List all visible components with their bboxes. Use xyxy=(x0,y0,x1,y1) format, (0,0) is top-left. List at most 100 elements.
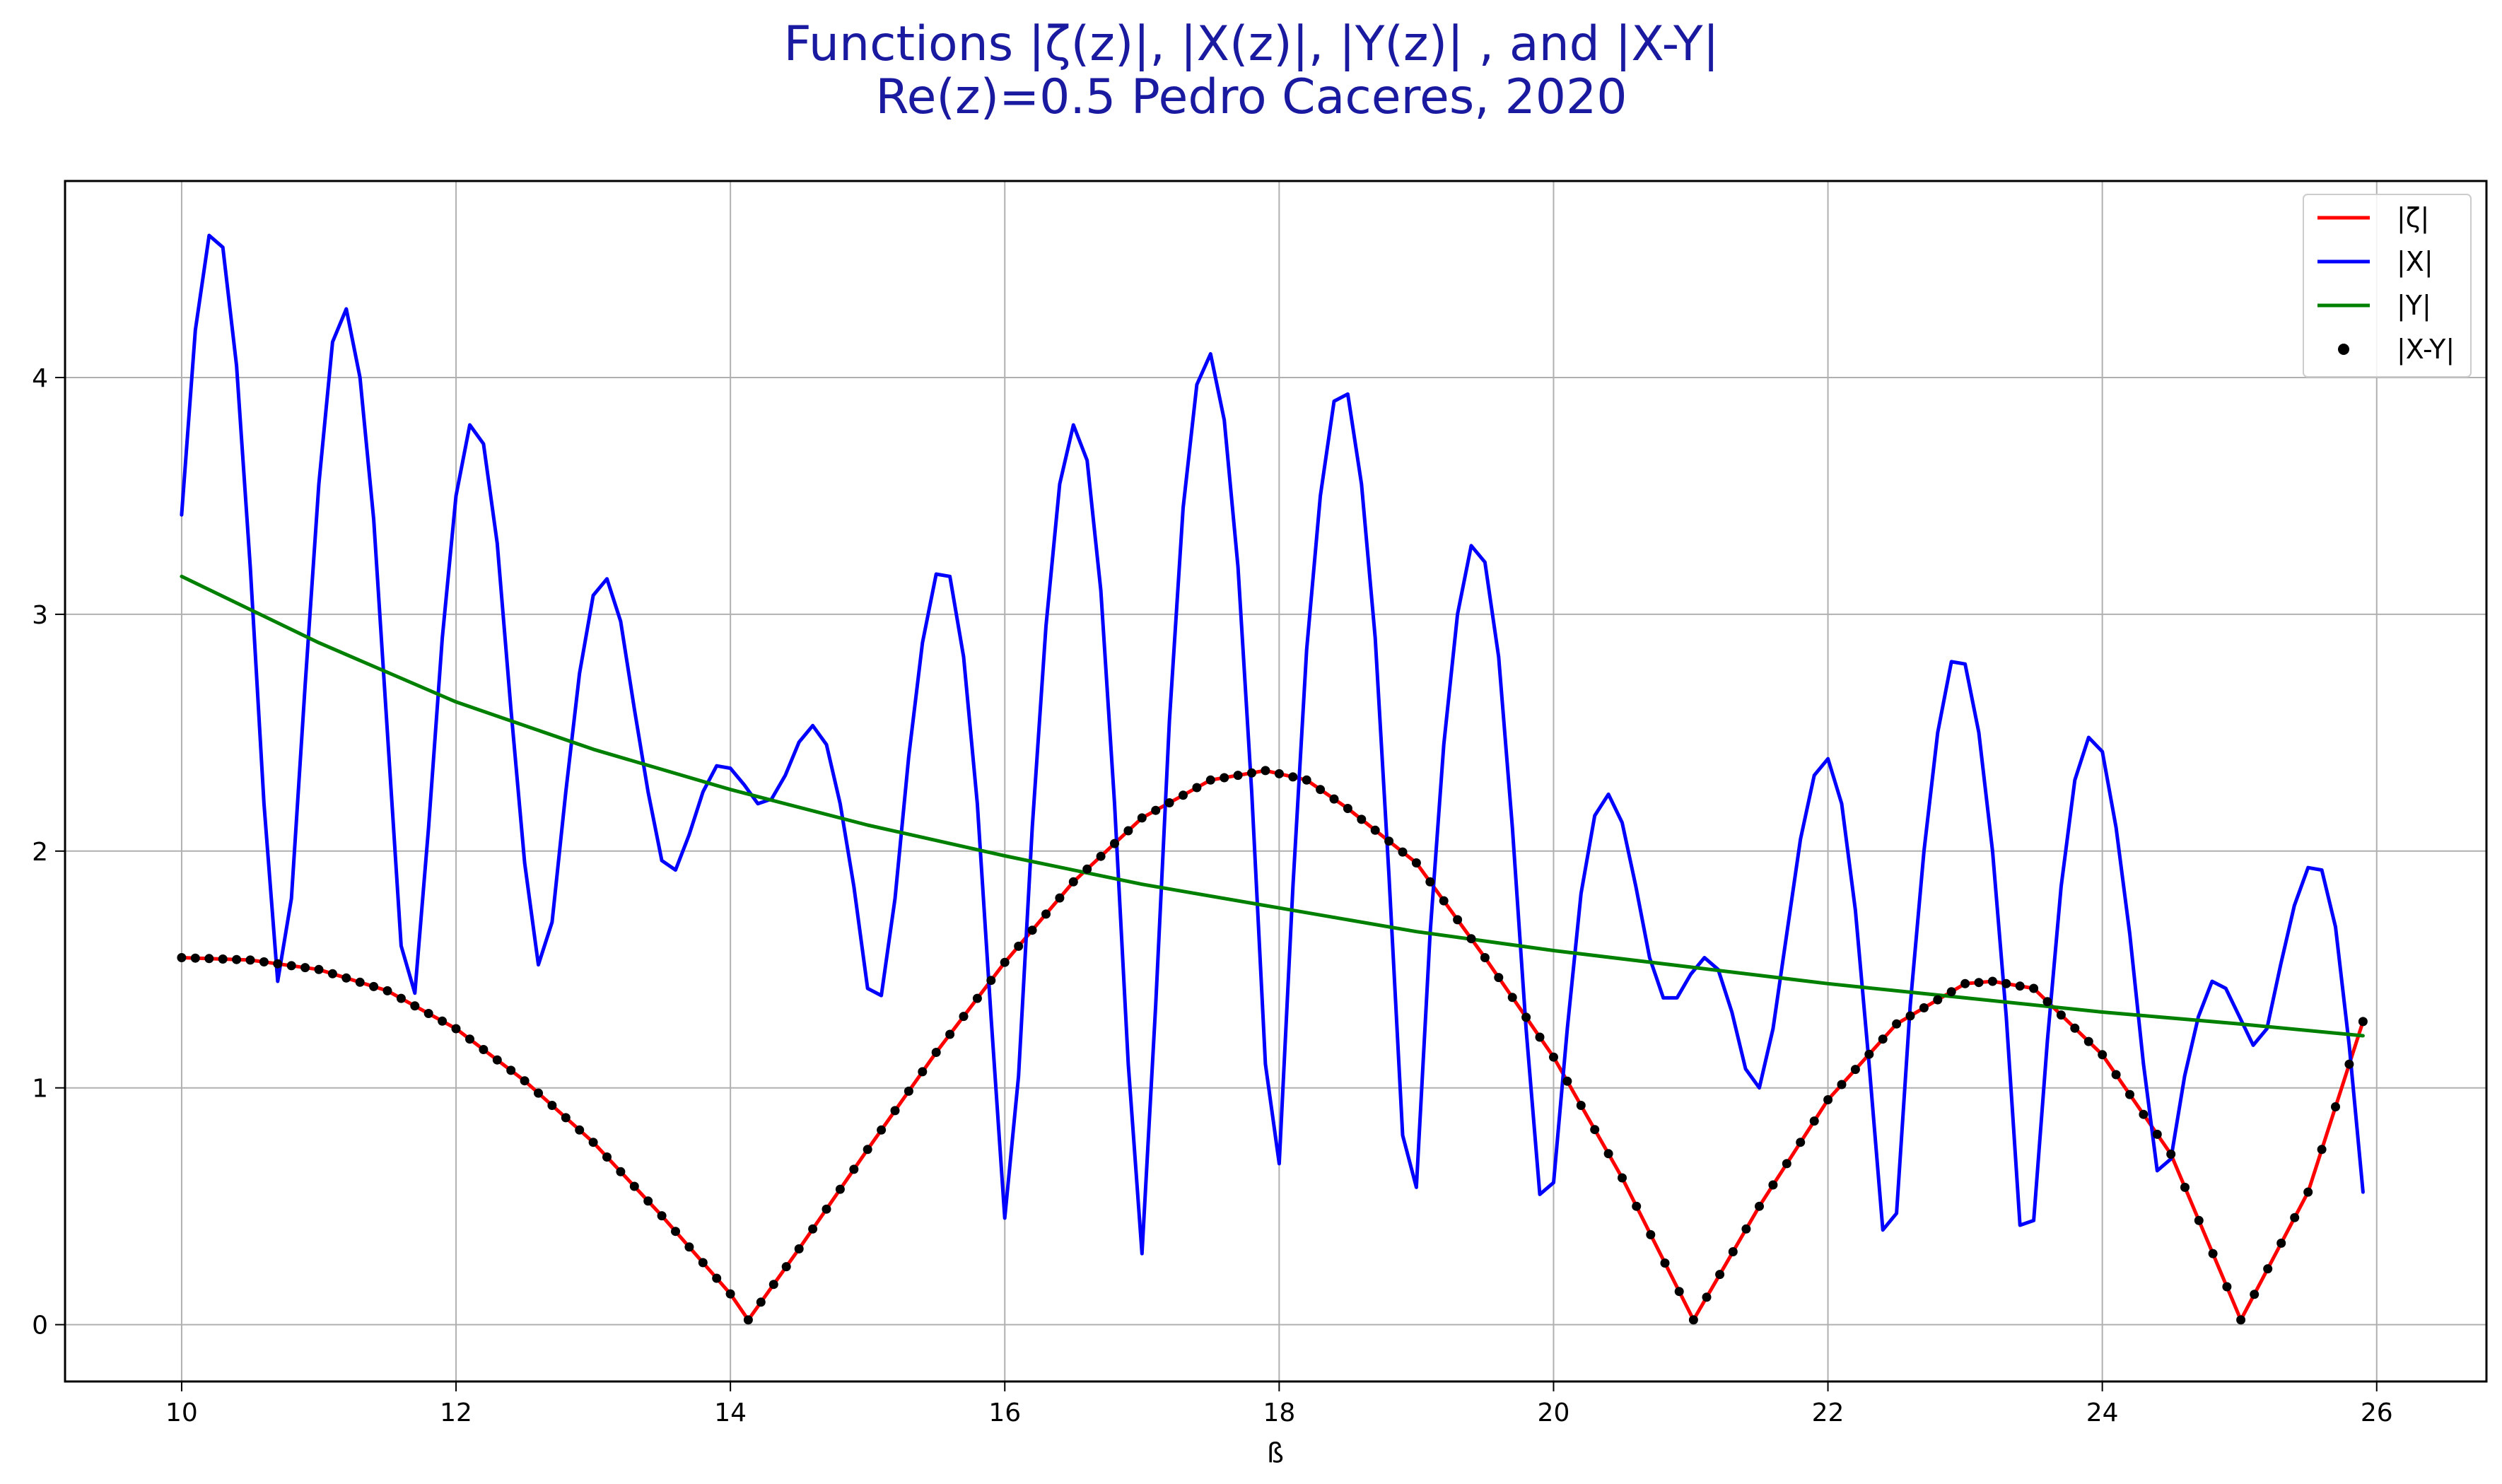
scatter-point xyxy=(1905,1011,1915,1021)
scatter-point xyxy=(177,953,187,962)
scatter-point xyxy=(2042,997,2052,1007)
scatter-point xyxy=(1933,995,1943,1005)
scatter-point xyxy=(835,1184,845,1194)
scatter-point xyxy=(547,1101,557,1110)
scatter-point xyxy=(1919,1003,1929,1012)
scatter-point xyxy=(602,1152,612,1162)
scatter-point xyxy=(1702,1292,1712,1302)
scatter-point xyxy=(300,963,310,973)
scatter-point xyxy=(1000,957,1010,967)
scatter-point xyxy=(2303,1187,2313,1197)
scatter-point xyxy=(1507,993,1517,1003)
scatter-point xyxy=(2166,1150,2176,1159)
scatter-point xyxy=(2152,1129,2162,1139)
scatter-point xyxy=(1549,1052,1558,1062)
x-tick-label: 12 xyxy=(440,1398,472,1427)
chart-subtitle: Re(z)=0.5 Pedro Caceres, 2020 xyxy=(875,69,1627,125)
scatter-point xyxy=(259,957,269,966)
scatter-point xyxy=(1288,772,1298,782)
y-tick-label: 1 xyxy=(32,1075,48,1104)
scatter-point xyxy=(1233,771,1243,781)
scatter-point xyxy=(986,976,996,986)
scatter-point xyxy=(465,1034,474,1044)
scatter-point xyxy=(2098,1050,2108,1060)
scatter-point xyxy=(2083,1036,2093,1046)
scatter-point xyxy=(2331,1102,2340,1111)
scatter-point xyxy=(931,1048,941,1057)
scatter-point xyxy=(396,993,406,1003)
scatter-point xyxy=(1878,1034,1888,1044)
scatter-point xyxy=(534,1088,543,1098)
scatter-point xyxy=(1646,1229,1656,1239)
scatter-point xyxy=(657,1211,667,1221)
scatter-point xyxy=(1864,1049,1874,1059)
scatter-point xyxy=(808,1224,818,1234)
scatter-point xyxy=(1562,1076,1572,1086)
scatter-point xyxy=(794,1244,804,1254)
scatter-point xyxy=(1590,1125,1600,1135)
scatter-point xyxy=(1082,864,1092,874)
scatter-point xyxy=(218,954,228,964)
scatter-point xyxy=(369,981,379,991)
scatter-point xyxy=(1453,915,1463,925)
scatter-point xyxy=(2125,1089,2134,1099)
scatter-point xyxy=(1096,851,1106,861)
scatter-point xyxy=(684,1242,694,1252)
scatter-point xyxy=(2344,1059,2354,1069)
scatter-point xyxy=(273,959,283,969)
plot-frame xyxy=(64,180,2488,1383)
scatter-point xyxy=(1220,773,1229,783)
scatter-point xyxy=(1809,1116,1819,1126)
scatter-point xyxy=(2001,978,2011,988)
x-axis-label: ß xyxy=(1267,1437,1284,1468)
scatter-point xyxy=(849,1164,859,1174)
scatter-point xyxy=(1494,973,1504,983)
scatter-point xyxy=(1576,1101,1586,1110)
scatter-point xyxy=(561,1113,571,1123)
scatter-point xyxy=(972,993,982,1003)
chart-title: Functions |ζ(z)|, |X(z)|, |Y(z)| , and |… xyxy=(784,16,1719,72)
scatter-point xyxy=(190,953,200,963)
series-2-line xyxy=(180,574,2365,1038)
scatter-point xyxy=(1055,893,1065,903)
scatter-point xyxy=(671,1227,680,1237)
scatter-point xyxy=(1357,814,1367,824)
scatter-point xyxy=(2015,981,2025,991)
scatter-point xyxy=(1837,1080,1847,1089)
scatter-point xyxy=(1041,909,1051,919)
scatter-point xyxy=(1274,769,1284,778)
scatter-point xyxy=(1782,1159,1791,1169)
scatter-point xyxy=(1728,1247,1738,1256)
scatter-point xyxy=(2236,1315,2246,1325)
scatter-point xyxy=(1960,978,1970,988)
scatter-point xyxy=(863,1145,872,1155)
scatter-point xyxy=(1796,1138,1806,1147)
grid xyxy=(65,181,2486,1381)
scatter-point xyxy=(286,961,296,971)
series-1-line xyxy=(180,233,2365,1256)
legend-swatch xyxy=(2338,344,2349,355)
scatter-point xyxy=(904,1086,913,1096)
scatter-point xyxy=(2029,983,2039,993)
plot-area xyxy=(177,233,2368,1325)
scatter-point xyxy=(918,1067,928,1077)
scatter-point xyxy=(1974,978,1984,988)
scatter-point xyxy=(1521,1012,1531,1022)
scatter-point xyxy=(245,955,255,965)
y-tick-label: 0 xyxy=(32,1311,48,1340)
scatter-point xyxy=(2111,1070,2121,1080)
x-tick-label: 26 xyxy=(2361,1398,2393,1427)
scatter-point xyxy=(506,1065,516,1075)
scatter-point xyxy=(1329,794,1339,804)
scatter-point xyxy=(520,1076,530,1086)
scatter-point xyxy=(643,1196,653,1206)
scatter-point xyxy=(1205,775,1215,785)
scatter-point xyxy=(2290,1213,2300,1222)
scatter-point xyxy=(2139,1109,2149,1119)
scatter-point xyxy=(575,1125,585,1135)
scatter-point xyxy=(1987,976,1997,986)
scatter-point xyxy=(1398,847,1408,857)
scatter-point xyxy=(410,1001,420,1011)
